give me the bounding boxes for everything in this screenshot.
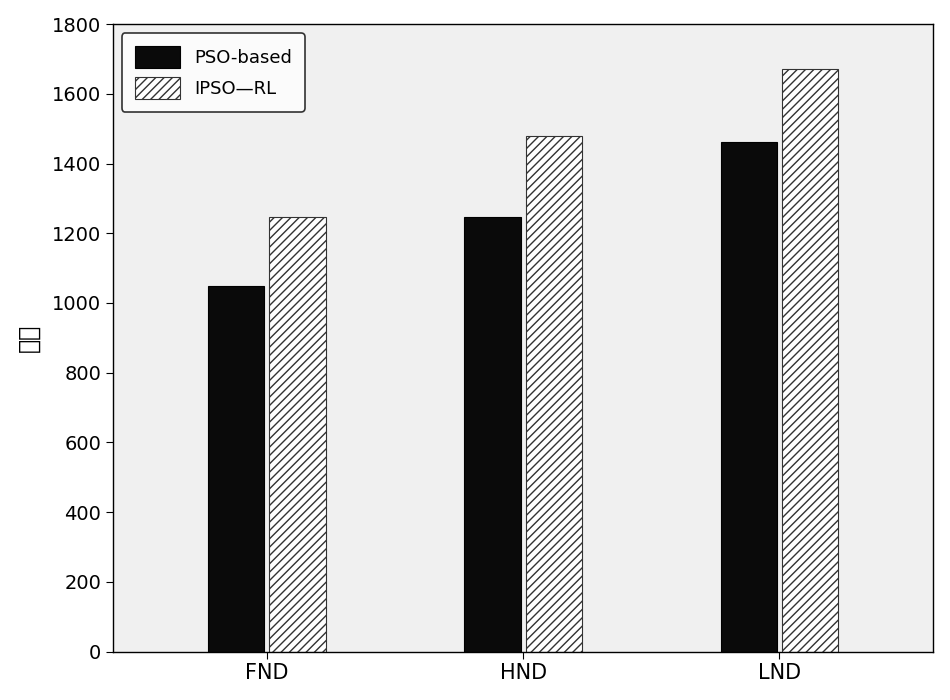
Bar: [782, 69, 839, 652]
Bar: [525, 136, 582, 652]
Bar: [465, 216, 521, 652]
Bar: [208, 286, 264, 652]
Legend: PSO-based, IPSO—RL: PSO-based, IPSO—RL: [122, 33, 305, 111]
Y-axis label: 轮数: 轮数: [17, 323, 41, 352]
Bar: [269, 216, 326, 652]
Bar: [720, 142, 777, 652]
